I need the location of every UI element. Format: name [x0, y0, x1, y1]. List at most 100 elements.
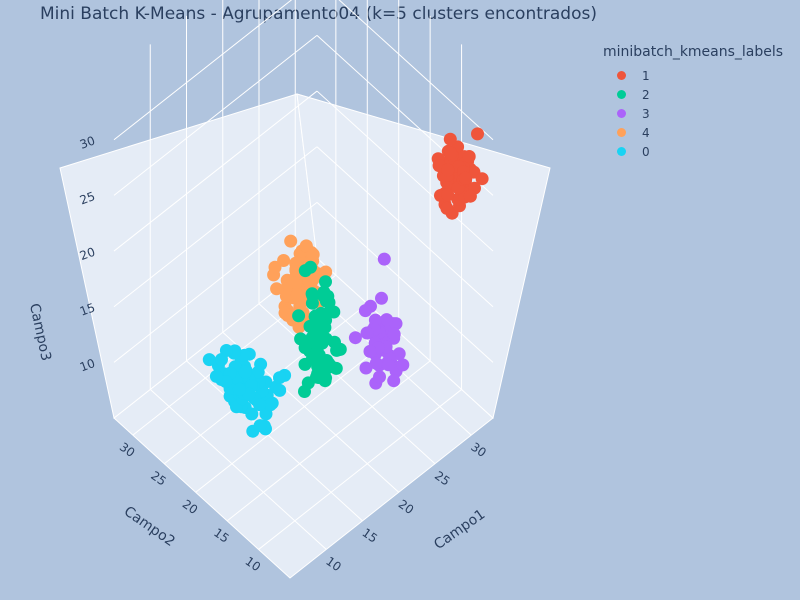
data-point-series-1[interactable]	[458, 171, 472, 185]
data-point-series-3[interactable]	[382, 358, 395, 372]
gridline-z	[316, 201, 494, 363]
data-point-series-3[interactable]	[387, 327, 401, 341]
gridline-z	[113, 35, 318, 196]
data-point-series-3[interactable]	[363, 344, 377, 358]
z-tick-label: 10	[78, 356, 97, 374]
legend-label: 1	[642, 68, 650, 83]
gridline-z	[113, 146, 318, 308]
data-point-series-3[interactable]	[375, 291, 388, 305]
data-point-series-2[interactable]	[298, 341, 312, 355]
legend-item-4[interactable]: 4	[603, 123, 783, 142]
data-point-series-0[interactable]	[232, 382, 246, 396]
legend-item-2[interactable]: 2	[603, 85, 783, 104]
data-point-series-2[interactable]	[311, 359, 325, 373]
legend-label: 2	[642, 87, 650, 102]
data-point-series-3[interactable]	[373, 370, 386, 384]
data-point-series-3[interactable]	[348, 331, 362, 345]
data-point-series-4[interactable]	[302, 274, 316, 288]
y-tick-label: 15	[211, 525, 232, 545]
data-point-series-2[interactable]	[309, 326, 323, 340]
data-point-series-3[interactable]	[396, 358, 410, 372]
x-axis-label: Campo1	[431, 506, 488, 553]
y-tick-label: 25	[148, 468, 169, 488]
gridline-y	[226, 360, 431, 522]
legend-marker	[617, 90, 626, 99]
gridline-z	[113, 90, 318, 252]
data-point-series-1[interactable]	[441, 163, 455, 177]
y-axis-label: Campo2	[121, 503, 178, 550]
legend-marker	[617, 71, 626, 80]
data-point-series-2[interactable]	[333, 342, 347, 356]
data-point-series-4[interactable]	[270, 282, 284, 296]
data-point-series-1[interactable]	[462, 150, 476, 163]
data-point-series-4[interactable]	[319, 265, 333, 279]
data-point-series-2[interactable]	[322, 357, 336, 370]
data-point-series-3[interactable]	[358, 304, 372, 318]
data-point-series-2[interactable]	[298, 385, 311, 398]
data-point-series-4[interactable]	[289, 276, 303, 290]
data-point-series-0[interactable]	[253, 419, 267, 433]
legend: minibatch_kmeans_labels 1 2 3 4 0	[603, 44, 783, 161]
x-tick-label: 15	[360, 525, 381, 545]
gridline-x	[186, 360, 363, 522]
legend-label: 0	[642, 144, 650, 159]
data-point-series-1[interactable]	[444, 146, 458, 160]
data-point-series-0[interactable]	[209, 369, 223, 383]
legend-item-1[interactable]: 1	[603, 66, 783, 85]
y-tick-label: 30	[117, 440, 138, 460]
z-tick-label: 30	[78, 133, 97, 151]
data-point-series-0[interactable]	[238, 365, 252, 379]
data-point-series-3[interactable]	[360, 326, 374, 340]
y-tick-label: 10	[243, 554, 264, 574]
data-point-series-2[interactable]	[317, 289, 330, 303]
data-point-series-1[interactable]	[471, 127, 484, 141]
legend-items: 1 2 3 4 0	[603, 66, 783, 161]
x-tick-label: 30	[468, 440, 489, 460]
data-point-series-2[interactable]	[306, 289, 320, 302]
data-point-series-4[interactable]	[277, 254, 291, 267]
y-tick-label: 20	[180, 497, 201, 517]
x-tick-label: 10	[323, 554, 344, 574]
data-point-series-2[interactable]	[310, 349, 323, 363]
gridline-x	[258, 303, 436, 465]
gridline-z	[316, 90, 494, 252]
legend-item-0[interactable]: 0	[603, 142, 783, 161]
legend-item-3[interactable]: 3	[603, 104, 783, 123]
data-point-series-0[interactable]	[263, 398, 277, 412]
data-points	[202, 127, 489, 438]
data-point-series-1[interactable]	[475, 172, 489, 186]
gridline-z	[316, 146, 494, 308]
data-point-series-0[interactable]	[215, 353, 228, 366]
gridline-z	[113, 201, 318, 363]
data-point-series-4[interactable]	[306, 248, 320, 261]
gridline-z	[338, 0, 494, 141]
data-point-series-1[interactable]	[463, 189, 477, 203]
data-point-series-1[interactable]	[443, 132, 457, 146]
data-point-series-0[interactable]	[253, 398, 267, 412]
legend-label: 4	[642, 125, 650, 140]
data-point-series-3[interactable]	[380, 313, 394, 327]
data-point-series-1[interactable]	[441, 188, 455, 202]
data-point-series-3[interactable]	[377, 252, 391, 266]
data-point-series-2[interactable]	[319, 275, 332, 289]
data-point-series-2[interactable]	[298, 357, 312, 371]
legend-marker	[617, 109, 626, 118]
data-point-series-2[interactable]	[304, 260, 317, 274]
z-tick-label: 25	[78, 189, 97, 207]
data-point-series-4[interactable]	[284, 234, 298, 248]
data-point-series-3[interactable]	[359, 361, 373, 375]
z-axis-label: Campo3	[26, 302, 54, 362]
x-tick-label: 20	[396, 497, 417, 517]
data-point-series-0[interactable]	[273, 383, 287, 397]
data-point-series-2[interactable]	[292, 309, 306, 323]
data-point-series-0[interactable]	[202, 353, 216, 367]
data-point-series-2[interactable]	[315, 336, 329, 350]
data-point-series-3[interactable]	[369, 356, 383, 370]
data-point-series-0[interactable]	[251, 365, 265, 379]
data-point-series-3[interactable]	[387, 374, 401, 388]
data-point-series-0[interactable]	[273, 371, 286, 385]
data-point-series-4[interactable]	[279, 289, 293, 303]
data-point-series-1[interactable]	[440, 201, 454, 215]
z-tick-label: 20	[78, 245, 97, 263]
